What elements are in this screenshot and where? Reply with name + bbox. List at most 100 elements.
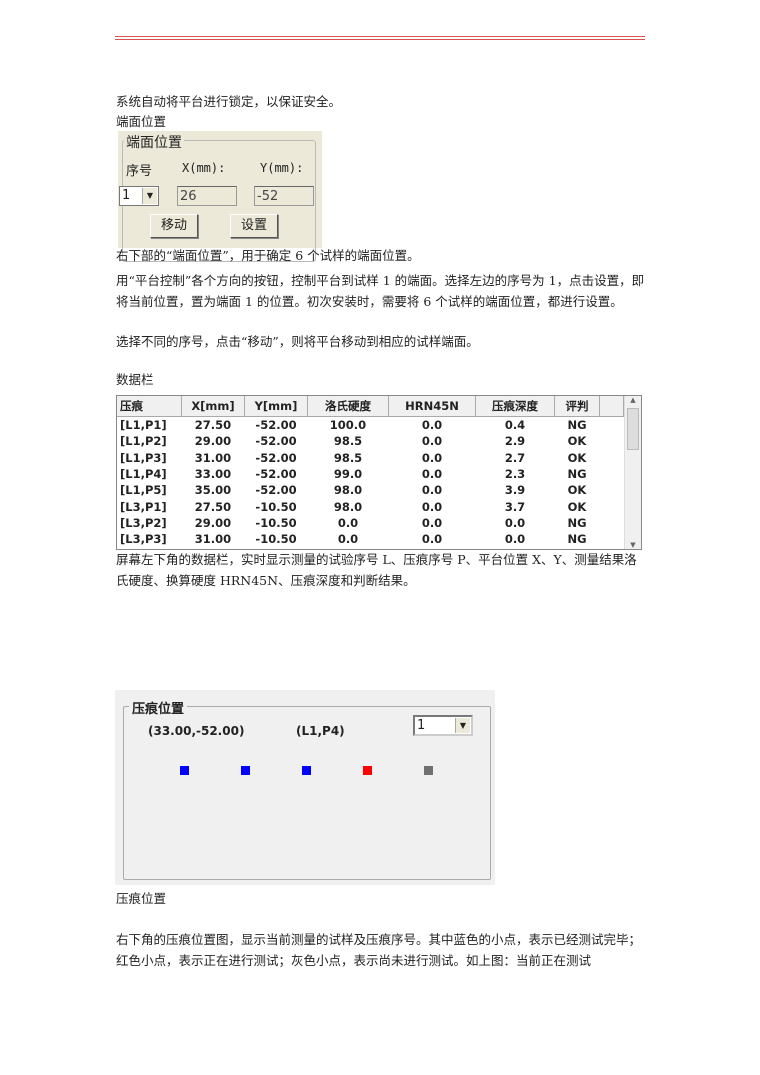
scrollbar-thumb[interactable] [627,408,639,450]
column-header[interactable]: 压痕 [117,396,182,417]
table-cell: 29.00 [194,515,232,530]
table-cell: 0.0 [337,532,359,547]
scroll-up-icon[interactable]: ▲ [630,396,636,404]
header-rule [115,36,645,37]
column-header[interactable]: X[mm] [181,396,245,417]
table-row[interactable]: [L1,P1] 27.50 -52.00 100.0 0.0 0.4 NG [117,417,624,434]
sample-select-value: 1 [417,718,426,733]
table-cell-empty [600,482,624,498]
table-cell: 0.0 [421,467,443,482]
table-cell: 98.5 [333,434,363,449]
table-cell: 33.00 [194,467,232,482]
indent-dot-testing [363,766,372,775]
table-cell: 0.0 [337,515,359,530]
table-cell: 2.7 [504,450,526,465]
table-cell: [L1,P3] [120,450,167,465]
table-row[interactable]: [L3,P3] 31.00 -10.50 0.0 0.0 0.0 NG [117,531,624,547]
table-cell: 0.0 [421,515,443,530]
column-header[interactable]: 压痕深度 [475,396,555,417]
column-header[interactable]: 评判 [554,396,600,417]
indent-dot-done [241,766,250,775]
table-cell: NG [567,515,587,530]
table-row[interactable]: [L3,P2] 29.00 -10.50 0.0 0.0 0.0 NG [117,515,624,531]
table-cell: 98.0 [333,499,363,514]
panel-legend: 压痕位置 [129,698,188,717]
table-scrollbar[interactable]: ▲ ▼ [624,396,641,549]
table-cell: 0.0 [504,532,526,547]
table-cell: -52.00 [255,434,297,449]
table-cell: [L1,P1] [120,418,167,433]
table-cell: -52.00 [255,418,297,433]
table-cell: 31.00 [194,450,232,465]
y-input[interactable]: -52 [254,186,314,206]
table-cell: OK [567,483,587,498]
table-cell-empty [600,531,624,547]
indent-dot-done [302,766,311,775]
table-row[interactable]: [L1,P5] 35.00 -52.00 98.0 0.0 3.9 OK [117,482,624,498]
table-row[interactable]: [L3,P1] 27.50 -10.50 98.0 0.0 3.7 OK [117,498,624,514]
table-cell: -10.50 [255,515,297,530]
table-cell: -52.00 [255,467,297,482]
table-cell: 0.0 [421,418,443,433]
table-cell: [L1,P2] [120,434,167,449]
column-header[interactable]: 洛氏硬度 [307,396,389,417]
table-cell: OK [567,434,587,449]
index-value: 1 [122,188,131,203]
table-cell: 0.0 [504,515,526,530]
table-cell: 98.5 [333,450,363,465]
table-row[interactable]: [L1,P4] 33.00 -52.00 99.0 0.0 2.3 NG [117,466,624,482]
table-cell: 27.50 [194,418,232,433]
column-header-empty [599,396,624,417]
table-cell-empty [600,498,624,514]
table-header: 压痕 X[mm] Y[mm] 洛氏硬度 HRN45N 压痕深度 评判 [117,396,624,417]
x-input[interactable]: 26 [177,186,237,206]
table-cell: [L3,P1] [120,499,167,514]
indent-dot-pending [424,766,433,775]
table-cell: 99.0 [333,467,363,482]
table-cell-empty [600,466,624,482]
table-cell: [L3,P3] [120,532,167,547]
table-cell: 29.00 [194,434,232,449]
table-cell: -52.00 [255,450,297,465]
table-cell: -10.50 [255,532,297,547]
table-cell: 0.0 [421,499,443,514]
table-cell: 35.00 [194,483,232,498]
move-button[interactable]: 移动 [150,214,198,238]
paragraph: 选择不同的序号，点击“移动”，则将平台移动到相应的试样端面。 [116,334,479,349]
paragraph: 右下角的压痕位置图，显示当前测量的试样及压痕序号。其中蓝色的小点，表示已经测试完… [116,932,642,968]
indent-position-panel: 压痕位置 (33.00,-52.00) (L1,P4) 1 ▼ [115,690,495,885]
section-label: 端面位置 [116,114,167,129]
scroll-down-icon[interactable]: ▼ [630,541,636,549]
table-cell-empty [600,433,624,449]
table-cell: NG [567,418,587,433]
panel-legend: 端面位置 [124,132,184,152]
table-cell: [L1,P4] [120,467,167,482]
table-cell: -10.50 [255,499,297,514]
x-label: X(mm): [182,161,226,175]
table-cell: 0.0 [421,450,443,465]
table-cell: 0.0 [421,434,443,449]
table-cell: 3.9 [504,483,526,498]
data-table: 压痕 X[mm] Y[mm] 洛氏硬度 HRN45N 压痕深度 评判 [L1,P… [116,395,642,550]
set-button[interactable]: 设置 [230,214,278,238]
table-cell: 3.7 [504,499,526,514]
table-cell: 0.0 [421,532,443,547]
column-header[interactable]: Y[mm] [244,396,308,417]
table-cell: OK [567,450,587,465]
table-cell: 98.0 [333,483,363,498]
table-cell-empty [600,417,624,434]
table-cell: [L1,P5] [120,483,167,498]
intro-text: 系统自动将平台进行锁定，以保证安全。 [116,94,342,109]
figure-caption: 压痕位置 [116,891,167,906]
current-sample: (L1,P4) [296,724,345,738]
column-header[interactable]: HRN45N [388,396,476,417]
table-cell: 0.4 [504,418,526,433]
table-row[interactable]: [L1,P2] 29.00 -52.00 98.5 0.0 2.9 OK [117,433,624,449]
table-row[interactable]: [L1,P3] 31.00 -52.00 98.5 0.0 2.7 OK [117,450,624,466]
sample-select[interactable]: 1 ▼ [413,715,473,736]
chevron-down-icon[interactable]: ▼ [455,718,470,733]
table-cell: 0.0 [421,483,443,498]
table-cell: 31.00 [194,532,232,547]
chevron-down-icon[interactable]: ▼ [142,188,157,204]
index-select[interactable]: 1 ▼ [119,186,159,206]
